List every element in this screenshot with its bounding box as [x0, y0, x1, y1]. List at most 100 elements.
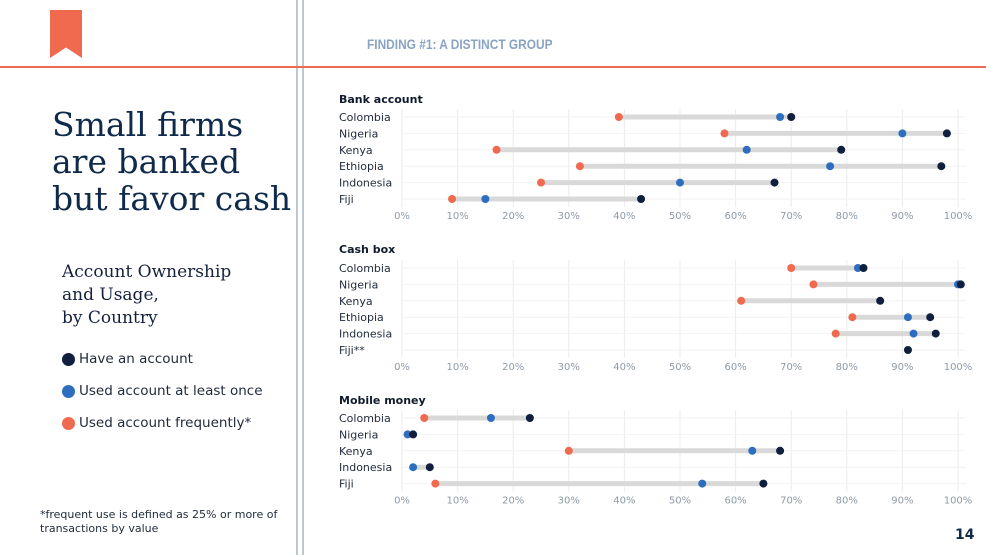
- category-label: Nigeria: [339, 278, 378, 291]
- chart-title: Cash box: [339, 243, 395, 256]
- data-point-used: [403, 430, 412, 439]
- legend-dot-icon: [62, 416, 75, 430]
- x-tick-label: 100%: [944, 496, 973, 507]
- data-point-have: [859, 264, 868, 272]
- x-tick-label: 80%: [836, 211, 858, 222]
- data-point-used: [903, 313, 912, 322]
- category-label: Indonesia: [339, 177, 392, 190]
- x-tick-label: 50%: [669, 496, 691, 507]
- data-point-frequent: [431, 479, 440, 488]
- category-label: Ethiopia: [339, 311, 384, 324]
- x-tick-label: 90%: [891, 211, 913, 222]
- data-point-have: [637, 195, 646, 203]
- category-label: Colombia: [339, 262, 391, 275]
- data-point-frequent: [787, 264, 796, 272]
- data-point-have: [837, 145, 846, 154]
- x-tick-label: 40%: [613, 362, 635, 373]
- x-tick-label: 90%: [891, 362, 913, 373]
- data-point-used: [776, 113, 785, 121]
- category-label: Nigeria: [339, 127, 378, 140]
- data-point-frequent: [448, 195, 457, 203]
- data-point-frequent: [737, 296, 746, 305]
- data-point-used: [698, 479, 707, 488]
- legend-label: Used account at least once: [79, 383, 263, 399]
- category-label: Fiji: [339, 193, 354, 206]
- x-tick-label: 0%: [394, 362, 410, 373]
- data-point-have: [903, 346, 912, 354]
- legend: Have an account Used account at least on…: [62, 343, 292, 439]
- category-label: Kenya: [339, 144, 373, 157]
- data-point-used: [826, 162, 835, 171]
- x-tick-label: 10%: [446, 362, 468, 373]
- legend-label: Used account frequently*: [79, 415, 252, 431]
- x-tick-label: 30%: [558, 211, 580, 222]
- divider-line: [302, 0, 304, 555]
- x-tick-label: 0%: [394, 496, 410, 507]
- legend-item-frequent: Used account frequently*: [62, 407, 292, 439]
- x-tick-label: 40%: [613, 496, 635, 507]
- x-tick-label: 20%: [502, 362, 524, 373]
- data-point-have: [759, 479, 768, 488]
- legend-dot-icon: [62, 352, 75, 366]
- legend-item-used: Used account at least once: [62, 375, 292, 407]
- chart-title: Mobile money: [339, 394, 426, 407]
- divider-line: [296, 0, 298, 555]
- data-point-have: [876, 296, 885, 305]
- category-label: Colombia: [339, 111, 391, 124]
- header-rule: [0, 66, 986, 68]
- footnote: *frequent use is defined as 25% or more …: [40, 508, 278, 535]
- x-tick-label: 70%: [780, 211, 802, 222]
- x-tick-label: 30%: [558, 496, 580, 507]
- chart-panel: Mobile money 0% 10% 20% 30% 40% 50% 60% 70% 80% 90…: [339, 394, 972, 507]
- category-label: Colombia: [339, 412, 391, 425]
- data-point-used: [481, 195, 490, 203]
- legend-label: Have an account: [79, 351, 193, 367]
- data-point-used: [853, 264, 862, 272]
- data-point-frequent: [831, 329, 840, 338]
- data-point-used: [409, 463, 418, 472]
- x-tick-label: 80%: [836, 362, 858, 373]
- x-tick-label: 10%: [446, 496, 468, 507]
- data-point-frequent: [492, 145, 501, 154]
- page-title: Small firms are banked but favor cash: [52, 105, 292, 218]
- category-label: Kenya: [339, 295, 373, 308]
- x-tick-label: 50%: [669, 211, 691, 222]
- data-point-frequent: [564, 446, 573, 455]
- page-number: 14: [955, 527, 975, 543]
- x-tick-label: 70%: [780, 362, 802, 373]
- chart-panel: Cash box 0% 10% 20% 30% 40% 50% 60% 70% 80% 90% 100…: [339, 243, 972, 373]
- category-label: Kenya: [339, 445, 373, 458]
- data-point-used: [742, 145, 751, 154]
- x-tick-label: 100%: [944, 211, 973, 222]
- data-point-used: [748, 446, 757, 455]
- chart-subtitle: Account Ownership and Usage, by Country: [62, 261, 282, 330]
- x-tick-label: 30%: [558, 362, 580, 373]
- x-tick-label: 0%: [394, 211, 410, 222]
- x-tick-label: 80%: [836, 496, 858, 507]
- legend-dot-icon: [62, 384, 75, 398]
- data-point-used: [676, 178, 684, 187]
- data-point-have: [926, 313, 935, 322]
- x-tick-label: 20%: [502, 496, 524, 507]
- category-label: Nigeria: [339, 428, 378, 441]
- chart-panel: Bank account 0% 10% 20% 30% 40% 50% 60% 70% 80% 90…: [339, 93, 972, 222]
- category-label: Fiji: [339, 478, 354, 491]
- data-point-have: [956, 280, 965, 289]
- data-point-frequent: [848, 313, 857, 322]
- data-point-frequent: [420, 414, 429, 422]
- x-tick-label: 100%: [944, 362, 973, 373]
- subtitle-line: by Country: [62, 308, 158, 328]
- data-point-frequent: [575, 162, 584, 171]
- data-point-have: [425, 463, 434, 472]
- category-label: Fiji**: [339, 344, 365, 357]
- subtitle-line: and Usage,: [62, 285, 159, 305]
- data-point-have: [409, 430, 418, 439]
- x-tick-label: 20%: [502, 211, 524, 222]
- category-label: Ethiopia: [339, 160, 384, 173]
- data-point-have: [942, 129, 951, 138]
- x-tick-label: 70%: [780, 496, 802, 507]
- chart-title: Bank account: [339, 93, 423, 106]
- data-point-used: [909, 329, 918, 338]
- data-point-frequent: [537, 178, 545, 187]
- data-point-have: [770, 178, 779, 187]
